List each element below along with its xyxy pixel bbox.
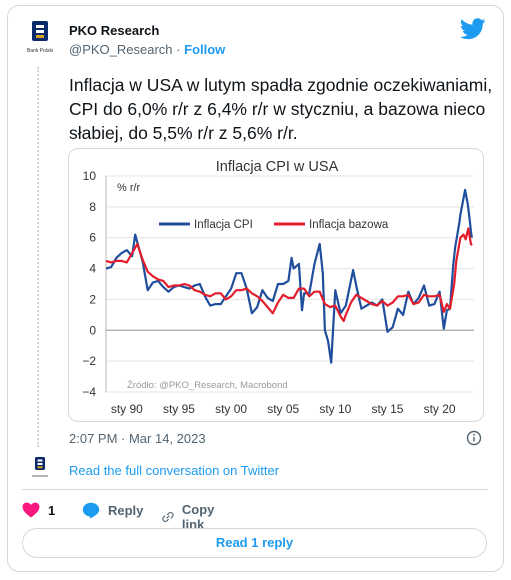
info-icon[interactable] xyxy=(466,430,482,446)
y-tick-label: 8 xyxy=(89,200,96,214)
x-tick-label: sty 15 xyxy=(371,402,403,416)
reply-button[interactable]: Reply xyxy=(82,502,143,519)
heart-icon xyxy=(22,502,40,518)
x-tick-label: sty 00 xyxy=(215,402,247,416)
author-handle[interactable]: @PKO_Research xyxy=(69,42,173,57)
x-tick-label: sty 95 xyxy=(163,402,195,416)
separator-dot: · xyxy=(176,42,181,57)
chart-title: Inflacja CPI w USA xyxy=(216,159,339,175)
legend-label: Inflacja bazowa xyxy=(309,219,389,231)
read-replies-button[interactable]: Read 1 reply xyxy=(22,528,487,558)
logo-caption: Bank Polski xyxy=(27,48,53,54)
chart-image[interactable]: Inflacja CPI w USA % r/r Źródło: @PKO_Re… xyxy=(68,148,484,422)
pko-logo-icon: Bank Polski xyxy=(27,21,53,54)
series-line-cpi xyxy=(105,188,473,364)
y-tick-label: 6 xyxy=(89,231,96,245)
author-handle-row: @PKO_Research · Follow xyxy=(69,42,225,57)
y-tick-label: −2 xyxy=(82,354,96,368)
divider xyxy=(22,489,488,490)
y-tick-label: −4 xyxy=(82,385,96,399)
x-tick-label: sty 20 xyxy=(424,402,456,416)
y-tick-label: 4 xyxy=(89,262,96,276)
series-line-core xyxy=(105,227,473,323)
reply-label: Reply xyxy=(108,503,144,518)
chart-source: Źródło: @PKO_Research, Macrobond xyxy=(127,380,288,391)
x-tick-label: sty 90 xyxy=(111,402,143,416)
tweet-text: Inflacja w USA w lutym spadła zgodnie oc… xyxy=(69,75,493,143)
read-full-conversation-link[interactable]: Read the full conversation on Twitter xyxy=(69,463,280,478)
like-button[interactable]: 1 xyxy=(22,502,55,518)
y-tick-label: 10 xyxy=(83,169,97,183)
y-tick-label: 0 xyxy=(89,323,96,337)
author-name[interactable]: PKO Research xyxy=(69,23,160,38)
chart-ylabel: % r/r xyxy=(117,182,141,194)
legend-background xyxy=(155,216,261,232)
thread-line xyxy=(37,67,39,447)
pko-logo-small-icon xyxy=(32,457,48,477)
timestamp[interactable]: 2:07 PM · Mar 14, 2023 xyxy=(69,431,206,446)
y-tick-label: 2 xyxy=(89,292,96,306)
link-icon xyxy=(162,511,174,523)
x-tick-label: sty 05 xyxy=(267,402,299,416)
cpi-chart: Inflacja CPI w USA % r/r Źródło: @PKO_Re… xyxy=(82,159,474,416)
follow-button[interactable]: Follow xyxy=(184,42,226,57)
legend-background xyxy=(270,216,394,232)
avatar[interactable]: Bank Polski xyxy=(24,19,56,59)
reply-bubble-icon xyxy=(82,502,100,519)
legend-label: Inflacja CPI xyxy=(194,219,253,231)
like-count: 1 xyxy=(48,502,56,518)
twitter-bird-icon[interactable] xyxy=(460,18,486,40)
x-tick-label: sty 10 xyxy=(319,402,351,416)
